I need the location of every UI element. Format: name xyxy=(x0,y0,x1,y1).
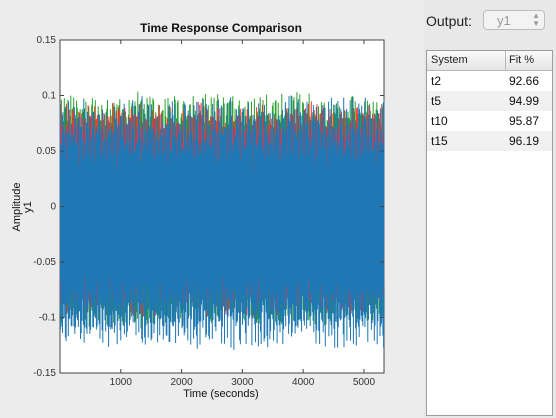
y-tick-label: -0.15 xyxy=(33,368,56,379)
x-tick-label: 2000 xyxy=(170,377,193,388)
column-header-system[interactable]: System xyxy=(431,54,468,66)
y-tick-label: -0.1 xyxy=(39,313,57,324)
table-row[interactable]: t15 96.19 xyxy=(427,131,552,151)
chart-title: Time Response Comparison xyxy=(140,21,302,35)
fit-cell: 96.19 xyxy=(509,134,540,148)
output-select[interactable]: y1 ▲ ▼ xyxy=(483,10,545,30)
x-tick-label: 4000 xyxy=(292,377,315,388)
system-cell: t10 xyxy=(431,114,448,128)
signal-lines xyxy=(59,91,385,351)
x-tick-label: 1000 xyxy=(110,377,133,388)
updown-arrows-icon: ▲ ▼ xyxy=(532,11,540,28)
output-select-value: y1 xyxy=(497,13,511,28)
column-header-fit[interactable]: Fit % xyxy=(509,54,535,66)
y-tick-label: 0.1 xyxy=(42,91,56,102)
x-tick-label: 5000 xyxy=(353,377,376,388)
side-panel: Output: y1 ▲ ▼ System Fit % t2 92.66 t5 9… xyxy=(424,0,556,418)
channel-label: y1 xyxy=(22,201,34,213)
system-cell: t5 xyxy=(431,94,442,108)
fit-cell: 92.66 xyxy=(509,74,540,88)
table-header: System Fit % xyxy=(427,51,552,71)
table-row[interactable]: t10 95.87 xyxy=(427,111,552,131)
system-cell: t2 xyxy=(431,74,442,88)
fit-cell: 94.99 xyxy=(509,94,540,108)
table-row[interactable]: t5 94.99 xyxy=(427,91,552,111)
table-row[interactable]: t2 92.66 xyxy=(427,71,552,91)
y-tick-label: 0.15 xyxy=(37,35,57,46)
axis-ticks: 1000 2000 3000 4000 5000 -0.15 -0.1 -0.05 0 0.05 0… xyxy=(33,35,384,388)
fit-table: System Fit % t2 92.66 t5 94.99 t10 95.87… xyxy=(426,50,553,416)
fit-cell: 95.87 xyxy=(509,114,540,128)
output-selector-row: Output: y1 ▲ ▼ xyxy=(424,8,554,34)
output-label: Output: xyxy=(426,13,472,29)
time-response-chart[interactable]: 1000 2000 3000 4000 5000 -0.15 -0.1 -0.05 0 0.05 0… xyxy=(0,0,414,418)
x-axis-label: Time (seconds) xyxy=(183,388,258,400)
y-tick-label: -0.05 xyxy=(33,257,56,268)
y-tick-label: 0 xyxy=(50,202,56,213)
y-tick-label: 0.05 xyxy=(37,146,57,157)
signal-series-line xyxy=(59,96,385,351)
y-axis-label: Amplitude xyxy=(11,183,23,232)
plot-panel: 1000 2000 3000 4000 5000 -0.15 -0.1 -0.05 0 0.05 0… xyxy=(0,0,414,418)
x-tick-label: 3000 xyxy=(231,377,254,388)
column-divider xyxy=(505,51,506,70)
system-cell: t15 xyxy=(431,134,448,148)
